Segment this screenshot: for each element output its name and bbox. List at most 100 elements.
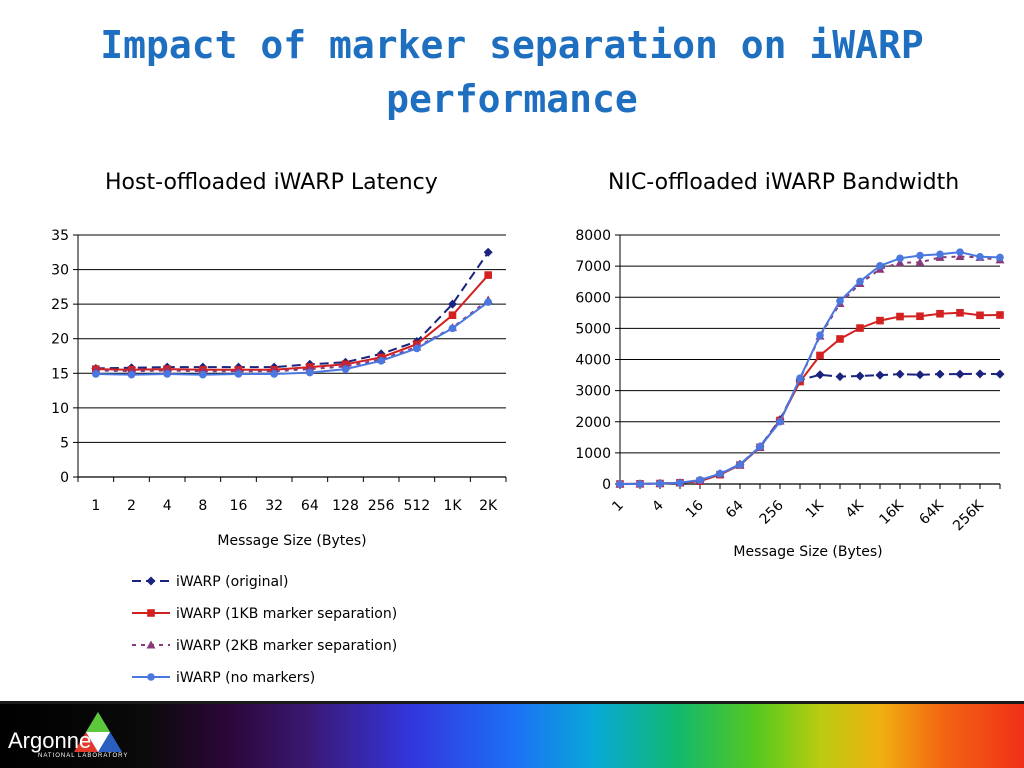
chart0-data-point xyxy=(92,370,100,378)
chart1-data-point xyxy=(956,248,964,256)
chart1-series-line xyxy=(619,255,1001,485)
legend-marker xyxy=(146,640,156,649)
chart0-y-tick-label: 5 xyxy=(60,435,69,451)
chart1-data-point xyxy=(875,370,885,380)
chart0-series-line xyxy=(95,301,489,376)
chart0-data-point xyxy=(484,271,492,279)
chart0-series-3 xyxy=(92,298,492,379)
legend-marker xyxy=(147,673,155,681)
chart0-data-point xyxy=(270,370,278,378)
chart0-data-point xyxy=(163,370,171,378)
chart1-x-tick-label: 256K xyxy=(950,497,987,534)
chart0-data-point xyxy=(483,247,493,257)
chart0-x-tick-label: 16 xyxy=(230,498,248,514)
chart1-x-tick-label: 16K xyxy=(876,497,907,528)
chart1-data-point xyxy=(956,309,964,317)
chart1-data-point xyxy=(915,370,925,380)
chart0-x-axis-label: Message Size (Bytes) xyxy=(217,533,366,549)
chart0-data-point xyxy=(448,299,457,309)
chart1-data-point xyxy=(895,258,905,267)
chart0-series-line xyxy=(95,251,490,370)
chart1-data-point xyxy=(936,250,944,259)
chart0-x-tick-label: 256 xyxy=(368,498,395,514)
chart0-data-point xyxy=(199,370,207,379)
chart1-series-0 xyxy=(615,369,1005,489)
chart1-data-point xyxy=(776,417,784,426)
chart0-x-tick-label: 512 xyxy=(403,498,430,514)
legend-item-3: iWARP (no markers) xyxy=(132,670,315,686)
chart1-data-point xyxy=(896,254,904,263)
chart1-data-point xyxy=(616,480,624,488)
chart0-y-tick-label: 0 xyxy=(60,470,69,486)
chart0-y-tick-label: 30 xyxy=(51,263,69,279)
chart0-x-tick-label: 128 xyxy=(332,498,359,514)
chart1-x-tick-label: 16 xyxy=(683,497,707,521)
chart1-y-tick-label: 1000 xyxy=(575,446,611,462)
chart1-y-tick-label: 4000 xyxy=(575,353,611,369)
chart1-data-point xyxy=(936,309,944,318)
chart1-x-axis-label: Message Size (Bytes) xyxy=(733,544,882,560)
chart0-x-tick-label: 4 xyxy=(163,498,172,514)
chart0-x-tick-label: 2 xyxy=(127,498,136,514)
chart1-data-point xyxy=(696,476,704,484)
slide-title-line-2: performance xyxy=(386,77,638,121)
chart1-data-point xyxy=(656,479,664,488)
legend-label: iWARP (2KB marker separation) xyxy=(176,638,397,654)
chart1-data-point xyxy=(636,480,644,488)
chart1-series-3 xyxy=(616,248,1004,488)
chart1-data-point xyxy=(955,369,965,379)
chart1-data-point xyxy=(816,351,824,360)
legend-item-2: iWARP (2KB marker separation) xyxy=(132,638,397,654)
chart1-x-tick-label: 4 xyxy=(649,497,667,515)
chart0-x-tick-label: 32 xyxy=(265,498,283,514)
chart0-x-tick-label: 1K xyxy=(443,498,462,514)
footer-spectrum-bar xyxy=(0,701,1024,768)
chart1-y-tick-label: 2000 xyxy=(575,415,611,431)
chart0-data-point xyxy=(484,298,492,306)
chart0-data-point xyxy=(413,344,421,353)
legend-marker xyxy=(146,576,156,586)
legend-marker xyxy=(147,609,155,617)
chart1-x-tick-label: 4K xyxy=(843,497,868,522)
chart1-data-point xyxy=(915,257,925,266)
legend-label: iWARP (1KB marker separation) xyxy=(176,606,397,622)
chart0-series-line xyxy=(95,299,489,373)
chart1-y-tick-label: 5000 xyxy=(575,321,611,337)
chart1-data-point xyxy=(996,253,1004,262)
logo-text: Argonne xyxy=(8,728,92,753)
slide-title: Impact of marker separation on iWARP per… xyxy=(0,18,1024,126)
chart1-data-point xyxy=(916,312,924,321)
chart1-data-point xyxy=(756,442,764,451)
chart0-y-tick-label: 25 xyxy=(51,297,69,313)
legend-item-1: iWARP (1KB marker separation) xyxy=(132,606,397,622)
chart1-data-point xyxy=(815,370,825,380)
chart0-x-tick-label: 8 xyxy=(198,498,207,514)
chart1-series-1 xyxy=(616,309,1004,488)
legend-label: iWARP (original) xyxy=(176,574,288,590)
chart0-y-tick-label: 10 xyxy=(51,401,69,417)
legend-label: iWARP (no markers) xyxy=(176,670,315,686)
chart1-data-point xyxy=(736,460,744,469)
chart0-data-point xyxy=(448,324,457,333)
chart1-data-point xyxy=(935,369,945,379)
chart1-series-line xyxy=(619,311,1001,485)
chart1-data-point xyxy=(816,331,824,340)
chart0-data-point xyxy=(448,311,457,320)
chart0-x-tick-label: 64 xyxy=(301,498,319,514)
chart1-data-point xyxy=(996,311,1004,319)
chart0-x-tick-label: 1 xyxy=(91,498,100,514)
chart1-data-point xyxy=(876,262,884,270)
chart1-y-tick-label: 7000 xyxy=(575,259,611,275)
chart1-data-point xyxy=(876,316,884,325)
chart1-data-point xyxy=(676,478,684,487)
chart1-data-point xyxy=(916,251,924,260)
chart0-series-line xyxy=(95,274,489,371)
chart1-x-tick-label: 1K xyxy=(803,497,828,522)
chart1-data-point xyxy=(976,252,984,261)
footer-divider xyxy=(0,701,1024,704)
chart0-data-point xyxy=(127,370,136,379)
chart0-x-tick-label: 2K xyxy=(479,498,498,514)
chart1-data-point xyxy=(796,374,804,382)
logo-subtext: NATIONAL LABORATORY xyxy=(38,753,129,759)
chart1-x-tick-label: 256 xyxy=(757,497,787,527)
